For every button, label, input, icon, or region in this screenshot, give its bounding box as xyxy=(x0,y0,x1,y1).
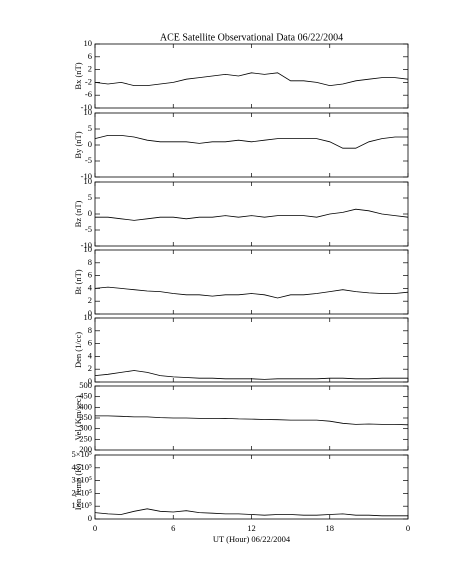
y-tick-label: 0 xyxy=(88,208,92,218)
y-axis-label: Den (1/cc) xyxy=(73,332,83,368)
y-tick-label: 6 xyxy=(88,51,92,61)
data-line xyxy=(94,508,408,517)
y-tick-label: 0 xyxy=(88,376,92,386)
y-tick-label: 300 xyxy=(79,423,92,433)
y-tick-label: 8 xyxy=(88,325,92,335)
y-tick-label: 350 xyxy=(79,412,92,422)
y-tick-label: 10 xyxy=(84,176,93,186)
y-tick-label: -10 xyxy=(81,102,92,112)
y-tick-label: 10 xyxy=(84,312,93,322)
data-line xyxy=(95,208,409,221)
data-line xyxy=(94,286,409,299)
y-axis-label: By (nT) xyxy=(73,131,83,158)
y-axis-label: Vel (Km/sec) xyxy=(73,395,83,440)
y-tick-label: -5 xyxy=(85,224,92,234)
y-tick-label: 10 xyxy=(84,38,93,48)
y-tick-label: 5 xyxy=(88,192,92,202)
y-tick-label: 5 xyxy=(88,123,92,133)
y-tick-label: -5 xyxy=(85,155,92,165)
y-tick-label: 400 xyxy=(79,401,92,411)
y-tick-label: 6 xyxy=(88,338,92,348)
y-tick-label: 4 xyxy=(88,282,93,292)
x-tick-label: 12 xyxy=(247,523,256,533)
y-tick-label: 200 xyxy=(79,444,92,454)
x-tick-label: 0 xyxy=(93,523,97,533)
x-tick-label: 0 xyxy=(406,523,410,533)
y-tick-label: 4×10⁵ xyxy=(71,462,92,472)
y-tick-label: -2 xyxy=(85,76,92,86)
data-line xyxy=(95,415,409,426)
y-tick-label: 2 xyxy=(88,363,92,373)
y-axis-label: Bx (nT) xyxy=(73,62,83,89)
x-axis-label: UT (Hour) 06/22/2004 xyxy=(213,534,291,544)
y-tick-label: 0 xyxy=(88,139,92,149)
y-tick-label: 1×10⁵ xyxy=(71,500,92,510)
y-tick-label: 10 xyxy=(84,107,93,117)
y-tick-label: 2 xyxy=(88,64,92,74)
y-tick-label: 250 xyxy=(79,433,92,443)
data-line xyxy=(94,72,409,87)
y-tick-label: -10 xyxy=(81,171,92,181)
x-tick-label: 6 xyxy=(171,523,175,533)
y-axis-label: Ion Temp (K) xyxy=(73,464,83,511)
y-tick-label: 6 xyxy=(88,270,92,280)
y-tick-label: 4 xyxy=(88,350,93,360)
chart-title: ACE Satellite Observational Data 06/22/2… xyxy=(160,32,343,43)
y-tick-label: 2 xyxy=(88,295,92,305)
y-tick-label: 0 xyxy=(88,513,92,523)
y-axis-label: Bt (nT) xyxy=(73,269,83,294)
y-tick-label: 450 xyxy=(79,391,92,401)
y-axis-label: Bz (nT) xyxy=(73,200,83,227)
y-tick-label: 3×10⁵ xyxy=(71,475,92,485)
x-tick-label: 18 xyxy=(326,523,335,533)
data-line xyxy=(94,135,408,149)
y-tick-label: -10 xyxy=(81,240,92,250)
data-line xyxy=(94,370,408,380)
y-tick-label: 5×10⁵ xyxy=(71,449,92,459)
y-tick-label: 10 xyxy=(84,244,93,254)
y-tick-label: 0 xyxy=(88,308,92,318)
y-tick-label: 8 xyxy=(88,257,92,267)
y-tick-label: 500 xyxy=(79,380,92,390)
y-tick-label: 2×10⁵ xyxy=(71,487,92,497)
y-tick-label: -6 xyxy=(85,89,92,99)
